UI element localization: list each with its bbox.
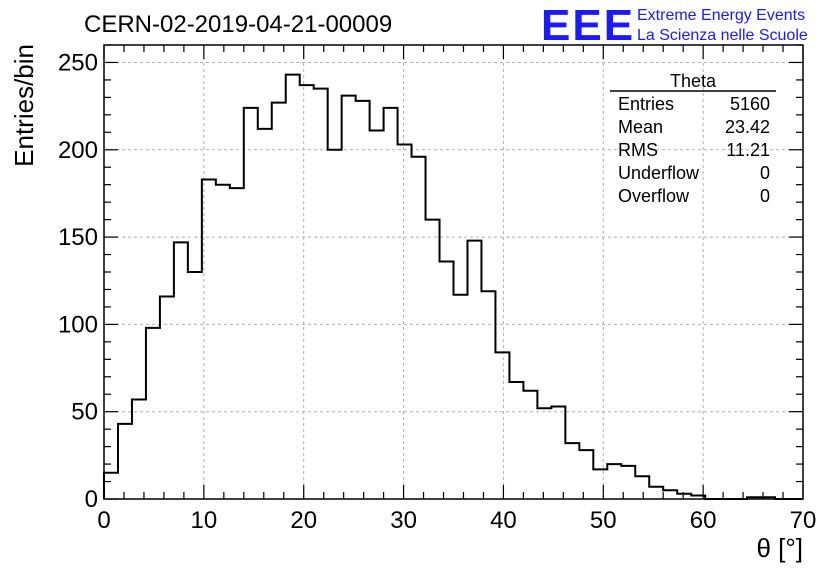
x-tick-label: 30 bbox=[390, 507, 417, 534]
x-tick-label: 50 bbox=[590, 507, 617, 534]
stats-label: RMS bbox=[618, 140, 658, 160]
x-tick-label: 70 bbox=[790, 507, 817, 534]
x-tick-label: 20 bbox=[290, 507, 317, 534]
x-tick-labels: 0 10 20 30 40 50 60 70 bbox=[97, 507, 816, 534]
y-axis-label: Entries/bin bbox=[9, 44, 39, 167]
y-tick-label: 100 bbox=[58, 311, 98, 338]
y-tick-label: 50 bbox=[71, 399, 98, 426]
stats-label: Underflow bbox=[618, 163, 700, 183]
stats-value: 0 bbox=[760, 186, 770, 206]
eee-logo-line2: La Scienza nelle Scuole bbox=[637, 27, 808, 44]
stats-value: 23.42 bbox=[725, 117, 770, 137]
eee-logo: EEE Extreme Energy Events La Scienza nel… bbox=[541, 1, 808, 50]
x-tick-label: 10 bbox=[191, 507, 218, 534]
x-axis-label: θ [°] bbox=[756, 533, 803, 563]
stats-value: 11.21 bbox=[726, 140, 770, 160]
y-tick-labels: 0 50 100 150 200 250 bbox=[58, 49, 98, 513]
chart-title: CERN-02-2019-04-21-00009 bbox=[84, 11, 392, 38]
grid-lines bbox=[104, 45, 803, 499]
y-tick-label: 250 bbox=[58, 49, 98, 76]
x-tick-label: 40 bbox=[490, 507, 517, 534]
stats-label: Mean bbox=[618, 117, 663, 137]
eee-logo-line1: Extreme Energy Events bbox=[637, 7, 805, 24]
y-tick-label: 0 bbox=[85, 486, 98, 513]
stats-title: Theta bbox=[670, 71, 717, 91]
stats-label: Overflow bbox=[618, 186, 690, 206]
stats-value: 0 bbox=[760, 163, 770, 183]
histogram-line bbox=[103, 73, 803, 500]
stats-rows: Entries 5160 Mean 23.42 RMS 11.21 Underflow 0 Ov… bbox=[618, 94, 770, 206]
stats-label: Entries bbox=[618, 94, 674, 114]
y-tick-label: 150 bbox=[58, 224, 98, 251]
x-tick-label: 60 bbox=[690, 507, 717, 534]
eee-logo-mark: EEE bbox=[541, 1, 635, 50]
x-tick-label: 0 bbox=[97, 507, 110, 534]
y-tick-label: 200 bbox=[58, 137, 98, 164]
stats-box: Theta Entries 5160 Mean 23.42 RMS 11.21 Underf… bbox=[610, 71, 776, 206]
stats-value: 5160 bbox=[730, 94, 770, 114]
